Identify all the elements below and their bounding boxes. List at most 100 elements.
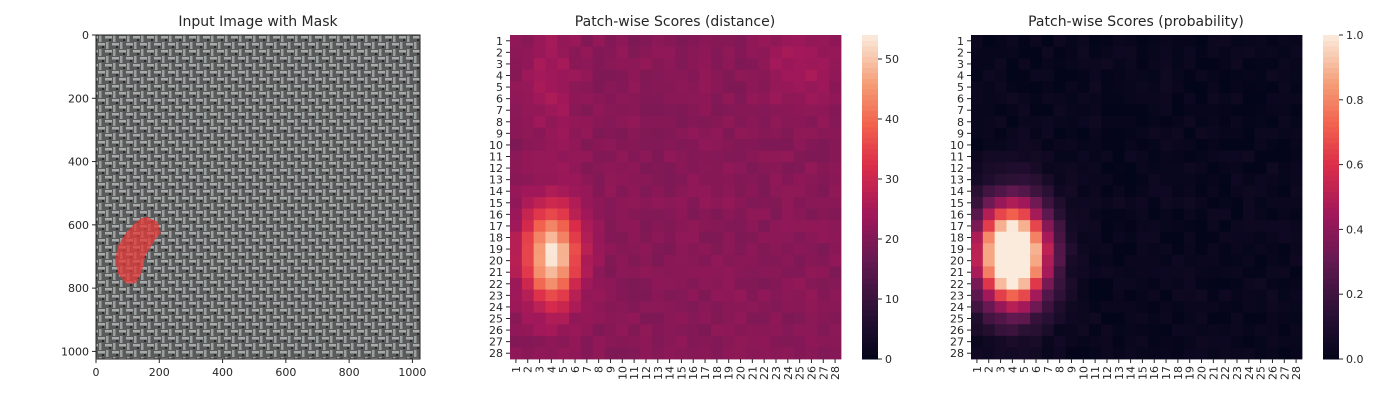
heatmap-cell — [557, 220, 570, 233]
heatmap-cell — [1006, 243, 1019, 256]
heatmap-cell — [687, 347, 700, 360]
heatmap-cell — [805, 347, 818, 360]
heatmap-cell — [829, 231, 842, 244]
heatmap-cell — [746, 266, 759, 279]
heatmap-cell — [1148, 312, 1161, 325]
heatmap-cell — [1101, 162, 1114, 175]
heatmap-cell — [805, 58, 818, 71]
heatmap-cell — [829, 35, 842, 47]
heatmap-cell — [1065, 243, 1078, 256]
heatmap-cell — [651, 104, 665, 117]
heatmap-cell — [1053, 162, 1066, 175]
heatmap-cell — [1219, 197, 1232, 209]
heatmap-cell — [557, 116, 570, 128]
heatmap-cell — [663, 231, 676, 244]
heatmap-cell — [1183, 197, 1197, 209]
heatmap-cell — [805, 335, 818, 348]
heatmap-cell — [569, 301, 582, 314]
colorbar-segment — [862, 348, 878, 355]
heatmap-cell — [687, 197, 700, 209]
heatmap-cell — [592, 81, 605, 94]
heatmap-cell — [1219, 127, 1232, 140]
heatmap-cell — [1290, 150, 1303, 163]
heatmap-cell — [557, 35, 570, 47]
heatmap-cell — [971, 231, 984, 244]
heatmap-cell — [793, 208, 806, 221]
heatmap-cell — [1171, 254, 1185, 267]
heatmap-cell — [1124, 231, 1137, 244]
heatmap-cell — [1231, 324, 1244, 337]
heatmap-cell — [1089, 116, 1102, 128]
heatmap-cell — [1065, 335, 1078, 348]
heatmap-cell — [510, 335, 523, 348]
heatmap-cell — [1136, 104, 1149, 117]
heatmap-cell — [734, 289, 747, 302]
distance-heatmap-yticks: 1234567891011121314151617181920212223242… — [489, 35, 510, 360]
heatmap-cell — [758, 347, 771, 360]
heatmap-cell — [628, 150, 641, 163]
x-tick-label: 26 — [1266, 366, 1279, 380]
heatmap-cell — [734, 127, 747, 140]
heatmap-cell — [1231, 197, 1244, 209]
heatmap-cell — [1254, 139, 1267, 152]
heatmap-cell — [640, 162, 653, 175]
y-tick-label: 27 — [489, 336, 503, 349]
heatmap-cell — [710, 69, 724, 82]
heatmap-cell — [770, 312, 783, 325]
heatmap-cell — [722, 231, 736, 244]
heatmap-cell — [746, 278, 759, 290]
x-tick-label: 13 — [1113, 366, 1126, 380]
heatmap-cell — [699, 116, 712, 128]
colorbar-segment — [1323, 267, 1339, 274]
heatmap-cell — [1148, 208, 1161, 221]
y-tick-label: 10 — [489, 139, 503, 152]
distance-heatmap-cells — [510, 35, 842, 360]
heatmap-cell — [1207, 301, 1220, 314]
heatmap-cell — [1278, 266, 1291, 279]
heatmap-cell — [758, 243, 771, 256]
heatmap-cell — [533, 266, 546, 279]
heatmap-cell — [829, 254, 842, 267]
heatmap-cell — [994, 81, 1007, 94]
heatmap-cell — [687, 243, 700, 256]
heatmap-cell — [1041, 243, 1055, 256]
heatmap-cell — [616, 104, 629, 117]
heatmap-cell — [1077, 208, 1090, 221]
x-tick-label: 18 — [711, 366, 724, 380]
heatmap-cell — [758, 312, 771, 325]
heatmap-cell — [793, 46, 806, 59]
heatmap-cell — [628, 173, 641, 186]
heatmap-cell — [675, 197, 688, 209]
heatmap-cell — [580, 220, 594, 233]
heatmap-cell — [545, 220, 558, 233]
heatmap-cell — [1018, 46, 1031, 59]
x-tick-label: 8 — [1054, 366, 1067, 373]
heatmap-cell — [580, 92, 594, 105]
heatmap-cell — [1290, 347, 1303, 360]
colorbar-segment — [1323, 126, 1339, 133]
y-tick-label: 600 — [68, 219, 89, 232]
heatmap-cell — [746, 312, 759, 325]
heatmap-cell — [1112, 185, 1126, 198]
heatmap-cell — [1242, 92, 1256, 105]
heatmap-cell — [982, 69, 996, 82]
heatmap-cell — [1053, 266, 1066, 279]
y-tick-label: 1 — [496, 35, 503, 48]
heatmap-cell — [628, 312, 641, 325]
heatmap-cell — [1183, 312, 1197, 325]
heatmap-cell — [793, 173, 806, 186]
colorbar-segment — [1323, 353, 1339, 360]
heatmap-cell — [1065, 127, 1078, 140]
heatmap-cell — [675, 289, 688, 302]
heatmap-cell — [663, 254, 676, 267]
heatmap-cell — [971, 150, 984, 163]
colorbar-segment — [862, 197, 878, 203]
heatmap-cell — [1219, 208, 1232, 221]
heatmap-cell — [734, 185, 747, 198]
heatmap-cell — [994, 162, 1007, 175]
heatmap-cell — [1195, 116, 1208, 128]
heatmap-cell — [710, 127, 724, 140]
heatmap-cell — [510, 208, 523, 221]
heatmap-cell — [1018, 231, 1031, 244]
heatmap-cell — [569, 162, 582, 175]
